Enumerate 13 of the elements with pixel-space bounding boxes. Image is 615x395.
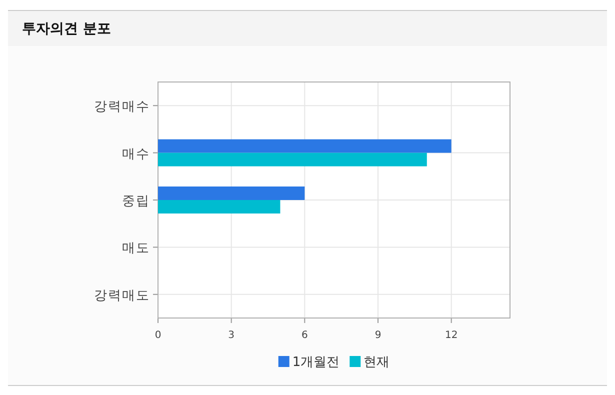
x-tick-label: 6 — [301, 330, 308, 341]
x-tick-label: 12 — [444, 330, 458, 341]
legend-label: 현재 — [364, 355, 390, 370]
x-tick-label: 0 — [154, 330, 162, 341]
y-tick-label: 중립 — [122, 194, 150, 209]
x-tick-label: 3 — [228, 330, 235, 341]
y-tick-label: 강력매도 — [94, 288, 150, 304]
x-tick-label: 9 — [374, 330, 382, 341]
y-tick-label: 강력매수 — [94, 100, 150, 115]
y-tick-label: 매도 — [122, 241, 150, 256]
legend-label: 1개월전 — [292, 355, 340, 370]
y-tick-label: 매수 — [122, 146, 150, 162]
chart-title: 투자의견 분포 — [22, 21, 111, 37]
